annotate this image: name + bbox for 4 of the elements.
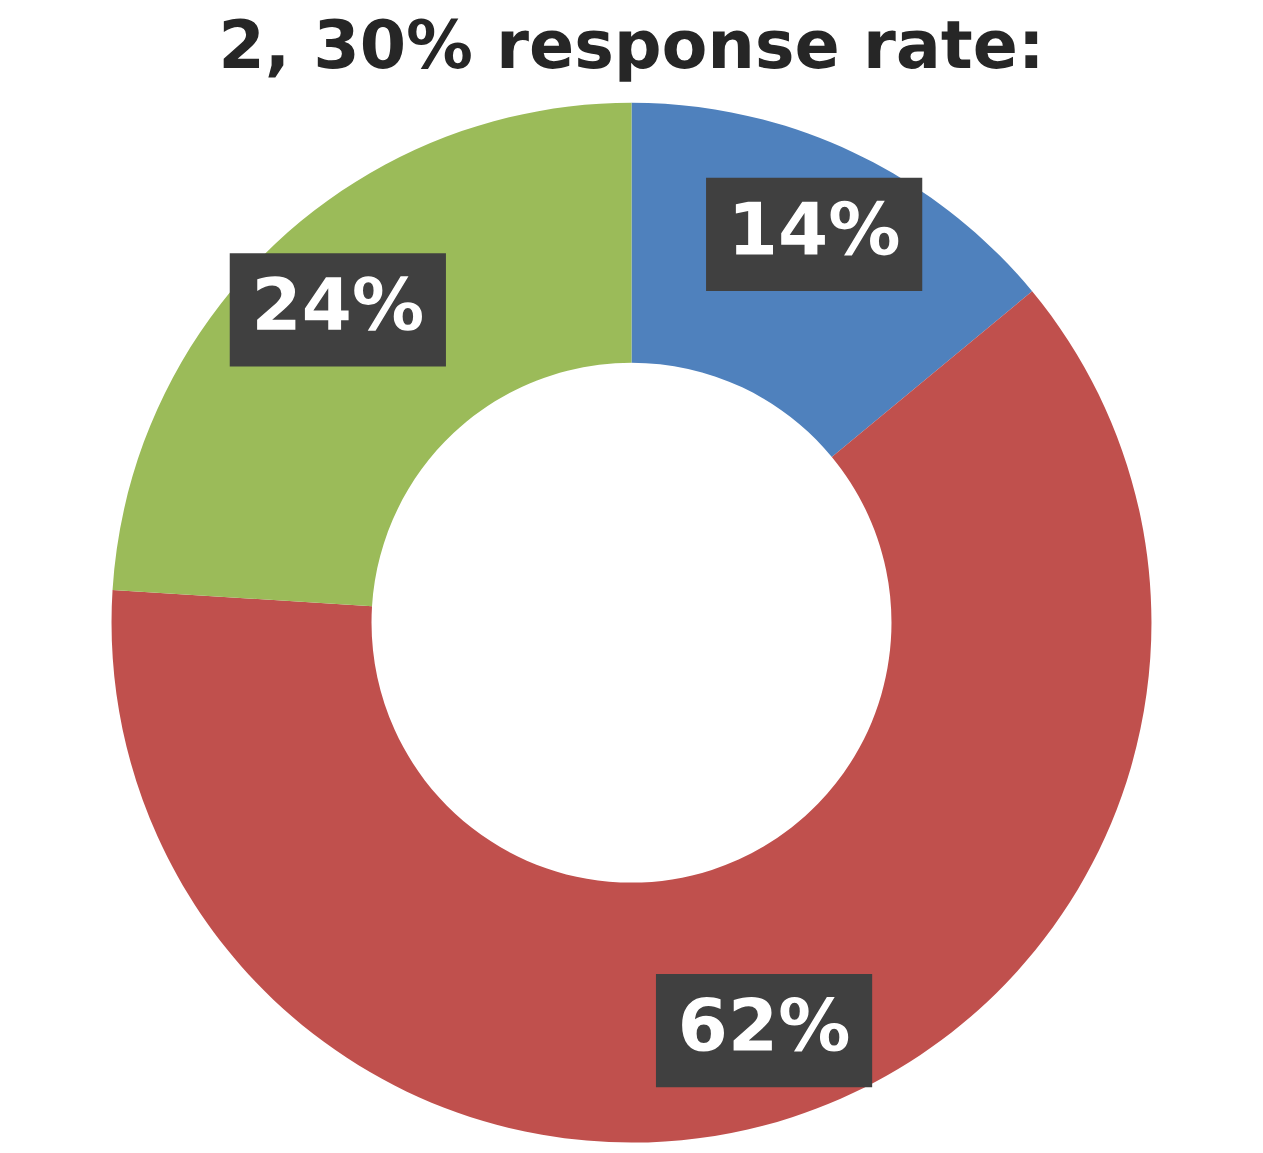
data-label: 24% <box>257 276 422 331</box>
data-label: 14% <box>735 200 899 256</box>
chart-title: 2, 30% response rate: <box>223 18 1038 82</box>
data-label: 62% <box>682 996 849 1052</box>
